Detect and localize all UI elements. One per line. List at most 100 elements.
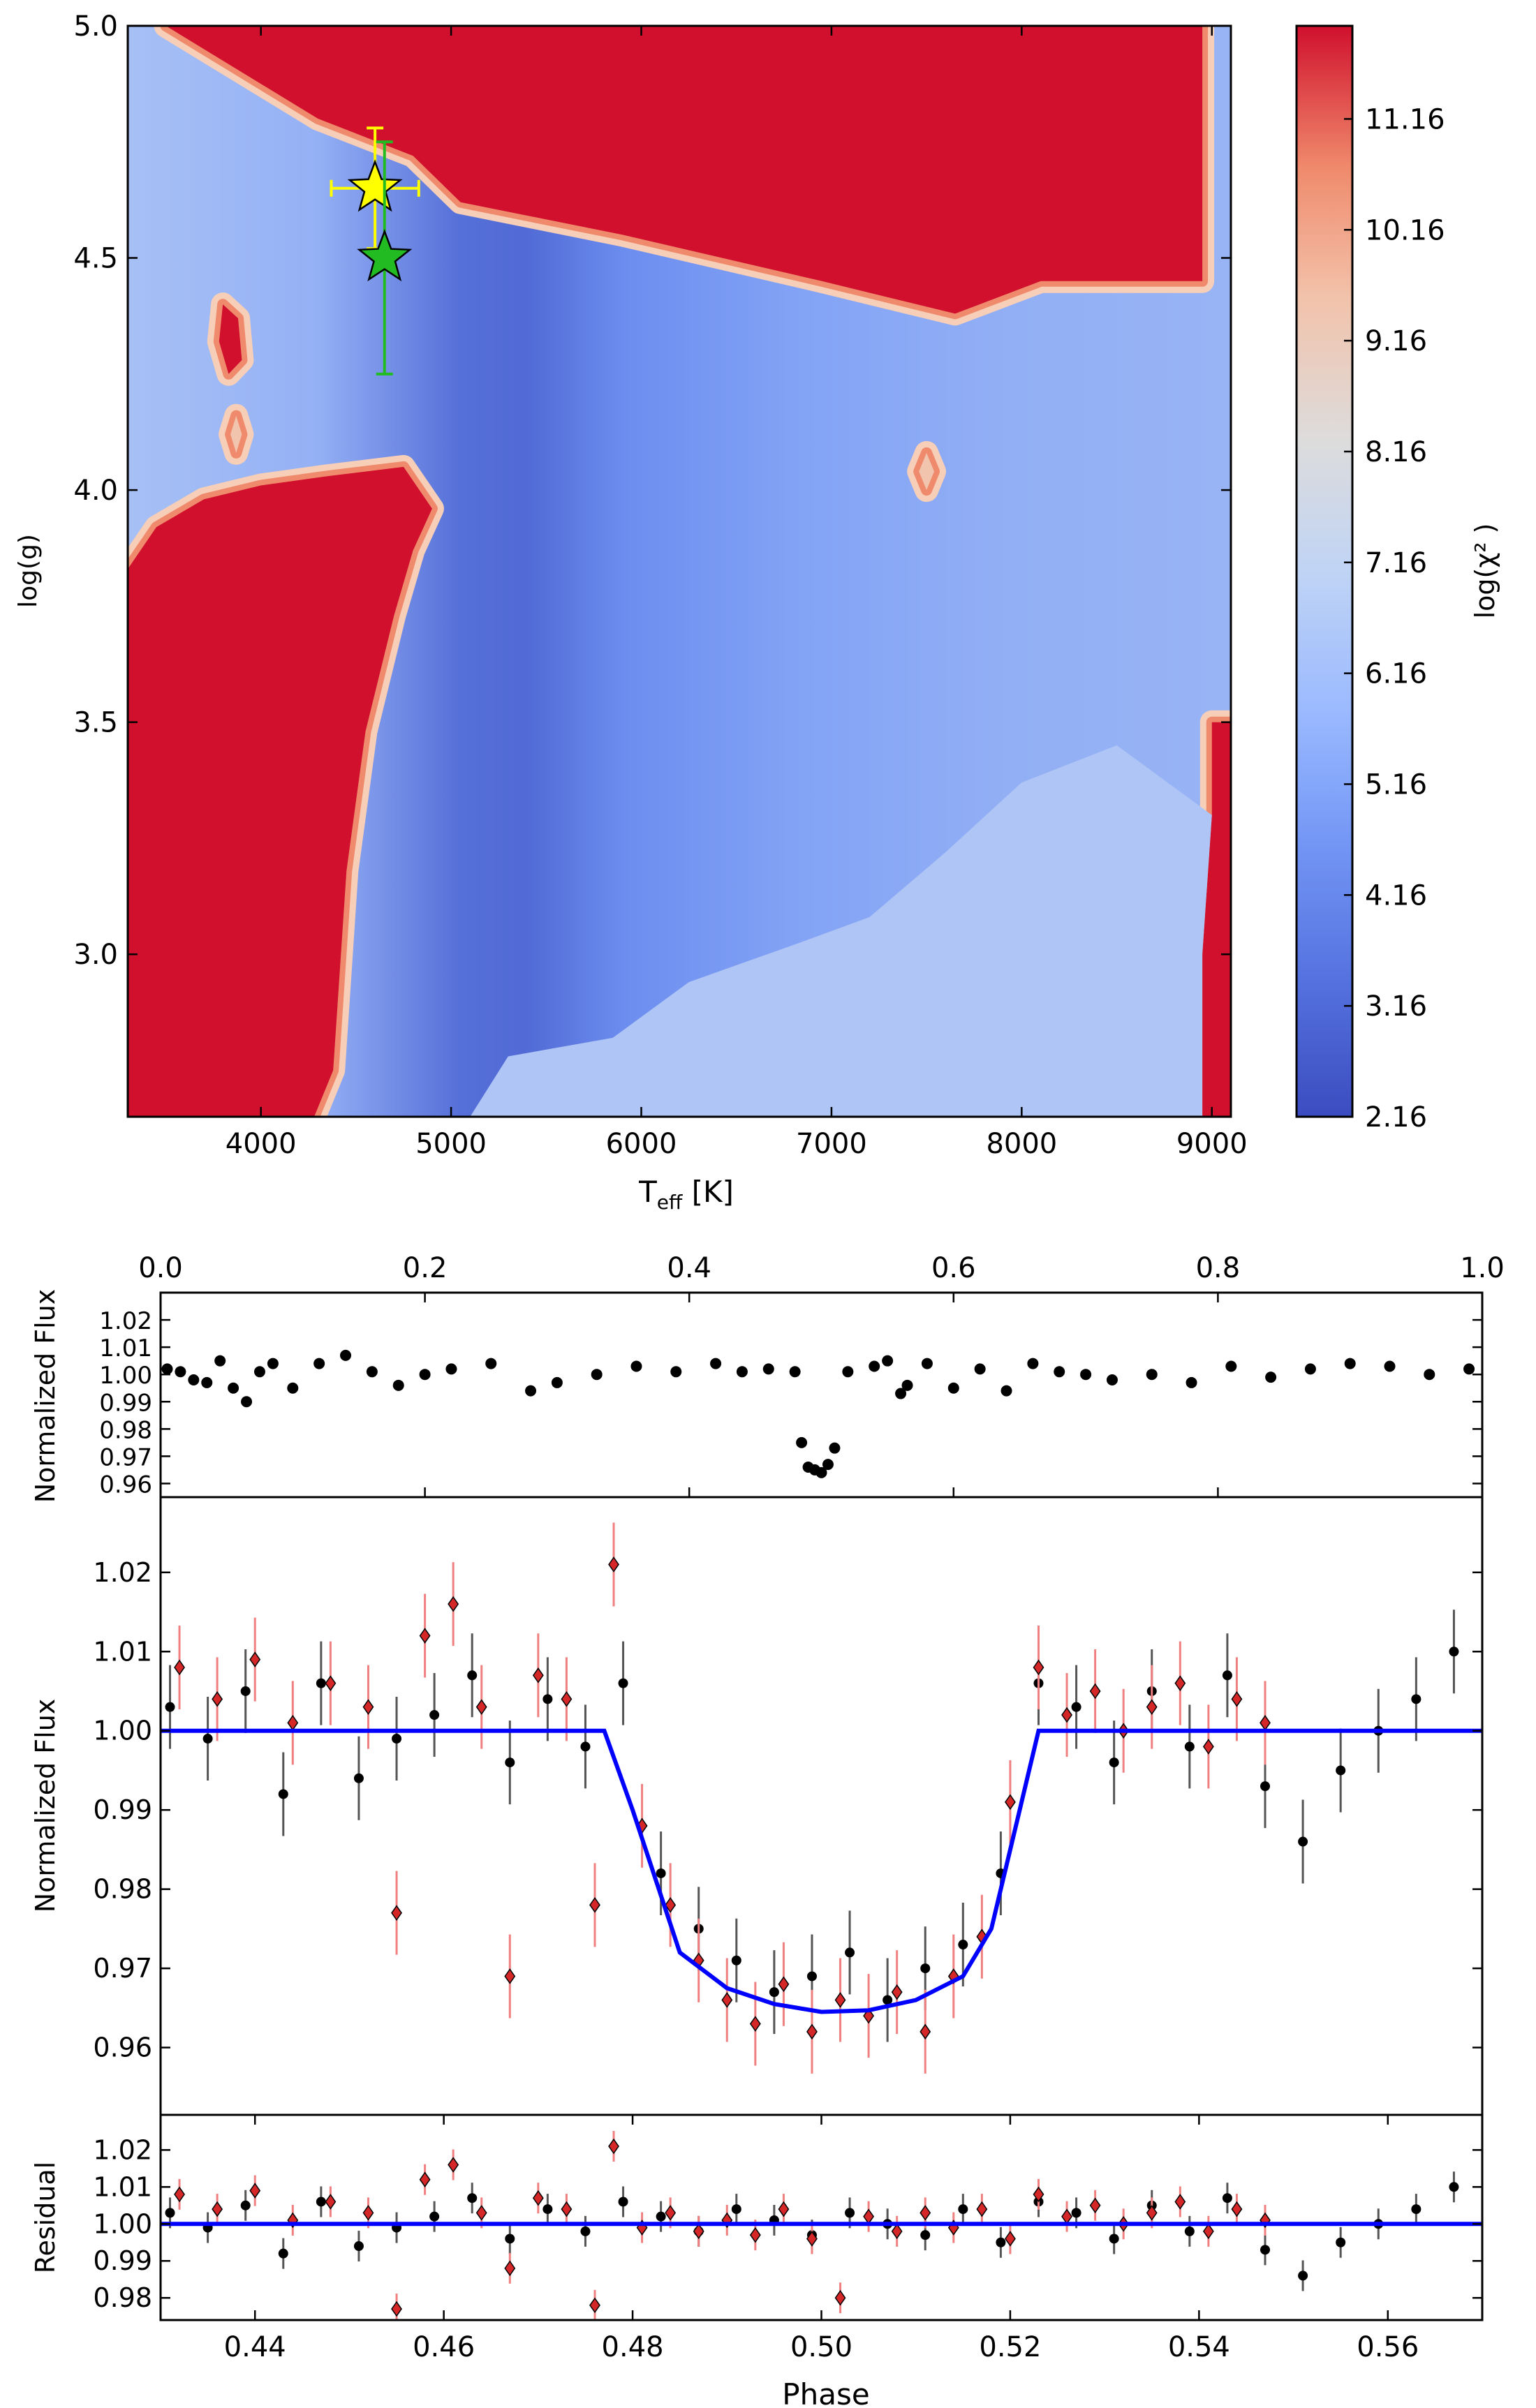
data-point: [901, 1379, 913, 1391]
data-point-diamond: [665, 1897, 677, 1913]
ytick-label: 0.99: [99, 1389, 152, 1417]
xtick-label: 0.6: [931, 1252, 976, 1284]
data-point: [1080, 1369, 1092, 1381]
ytick-label: 1.00: [99, 1362, 152, 1390]
data-point-diamond: [325, 2194, 337, 2210]
colorbar: 2.16 3.16 4.16 5.16 6.16 7.16 8.16 9.16 10.16 11.…: [1295, 24, 1500, 1134]
data-point: [467, 1670, 478, 1681]
heatmap-frame: [126, 24, 1232, 1118]
ytick-label: 0.98: [99, 1416, 152, 1444]
data-point-diamond: [891, 2223, 903, 2240]
xtick-label: 0.0: [138, 1252, 183, 1284]
data-point: [201, 1376, 213, 1388]
data-point: [656, 1868, 666, 1878]
data-point-diamond: [532, 2190, 544, 2206]
data-point: [869, 1360, 880, 1372]
data-point-diamond: [249, 1651, 261, 1667]
data-point-diamond: [1231, 2201, 1243, 2217]
heatmap-ytick-label: 5.0: [73, 10, 118, 43]
data-point: [228, 1382, 239, 1394]
data-point: [165, 1702, 175, 1712]
data-point-diamond: [561, 2201, 573, 2217]
colorbar-tick-label: 10.16: [1365, 214, 1445, 246]
heatmap-ytick-label: 4.5: [73, 243, 118, 275]
data-point: [241, 1396, 253, 1408]
data-point-diamond: [419, 1628, 431, 1644]
heatmap-axes: 4000 5000 6000 7000 8000 9000 3.0 3.5 4.0 4.5 5.0: [73, 10, 1247, 1160]
data-point: [1260, 2245, 1271, 2255]
data-point: [240, 1686, 251, 1696]
xtick-label: 0.56: [1357, 2331, 1419, 2363]
data-point: [1225, 1360, 1237, 1372]
transit-zoom-plot-area: [161, 1522, 1482, 2074]
data-point: [1298, 1836, 1308, 1847]
ytick-label: 1.02: [93, 2134, 152, 2165]
data-point: [1222, 1670, 1232, 1681]
data-point: [1298, 2270, 1308, 2281]
data-point: [392, 1734, 402, 1744]
data-point: [188, 1374, 200, 1386]
colorbar-gradient: [1295, 24, 1354, 1118]
colorbar-ticks: 2.16 3.16 4.16 5.16 6.16 7.16 8.16 9.16 10.16 11.…: [1344, 103, 1445, 1134]
xtick-label: 0.50: [790, 2331, 852, 2363]
high-chi2-blob-1: [219, 304, 242, 374]
data-point: [895, 1388, 907, 1399]
data-point: [353, 1773, 364, 1783]
transit-zoom-axes: 0.96 0.97 0.98 0.99 1.00 1.01 1.02: [93, 1557, 1482, 2063]
data-point: [842, 1366, 854, 1378]
colorbar-tick-label: 4.16: [1365, 879, 1427, 912]
data-point: [392, 1379, 404, 1391]
mid-chi2-diamond-2: [919, 452, 934, 491]
data-point-diamond: [834, 1992, 846, 2008]
ytick-label: 0.98: [93, 1874, 152, 1905]
data-point: [920, 1963, 931, 1974]
data-point: [175, 1366, 186, 1378]
data-point: [882, 1355, 894, 1367]
data-point-diamond: [589, 1897, 600, 1913]
heatmap-panel: 4000 5000 6000 7000 8000 90003.03.54.04.55.0 …: [14, 10, 1248, 1214]
data-point: [806, 1971, 817, 1982]
data-point-diamond: [1089, 2197, 1101, 2214]
data-point: [542, 1694, 553, 1704]
colorbar-tick-label: 5.16: [1365, 768, 1427, 801]
phase-lightcurve-ylabel: Normalized Flux: [30, 1289, 61, 1503]
data-point: [947, 1382, 959, 1394]
data-point: [1000, 1385, 1012, 1397]
phase-lightcurve-axes: 0.960.970.980.991.001.011.02 0.0 0.2 0.4 0.6…: [99, 1252, 1505, 1499]
mid-chi2-diamond-1: [230, 415, 242, 453]
data-point-diamond: [891, 1984, 903, 2000]
data-point: [630, 1360, 642, 1372]
data-point-diamond: [362, 2205, 374, 2221]
data-point: [1384, 1360, 1396, 1372]
data-point-diamond: [920, 2023, 931, 2040]
data-point-diamond: [475, 2205, 487, 2221]
colorbar-tick-label: 9.16: [1365, 325, 1427, 357]
data-point: [542, 2204, 553, 2215]
data-point: [366, 1366, 378, 1378]
data-point: [1071, 2208, 1081, 2218]
ytick-label: 0.98: [93, 2282, 152, 2313]
data-point-diamond: [806, 2231, 818, 2247]
data-point-diamond: [976, 2201, 988, 2217]
data-point: [996, 2237, 1006, 2247]
data-point: [165, 2208, 175, 2218]
data-point-diamond: [608, 2138, 619, 2155]
data-point: [1106, 1374, 1118, 1386]
data-point-diamond: [806, 2023, 818, 2040]
data-point: [769, 1987, 779, 1998]
data-point-diamond: [362, 1699, 374, 1715]
data-point-diamond: [778, 2201, 790, 2217]
data-point: [958, 1940, 968, 1950]
data-point-diamond: [475, 1699, 487, 1715]
ytick-label: 0.96: [99, 1471, 152, 1499]
data-point-diamond: [419, 2171, 431, 2188]
data-point-diamond: [1231, 1691, 1243, 1707]
data-point: [267, 1358, 279, 1369]
data-point: [710, 1358, 722, 1369]
star-marker-1-symbol: [347, 159, 403, 212]
data-point-diamond: [174, 1659, 185, 1676]
data-point: [1054, 1366, 1065, 1378]
data-point-diamond: [1033, 2186, 1044, 2203]
data-point: [815, 1466, 827, 1478]
